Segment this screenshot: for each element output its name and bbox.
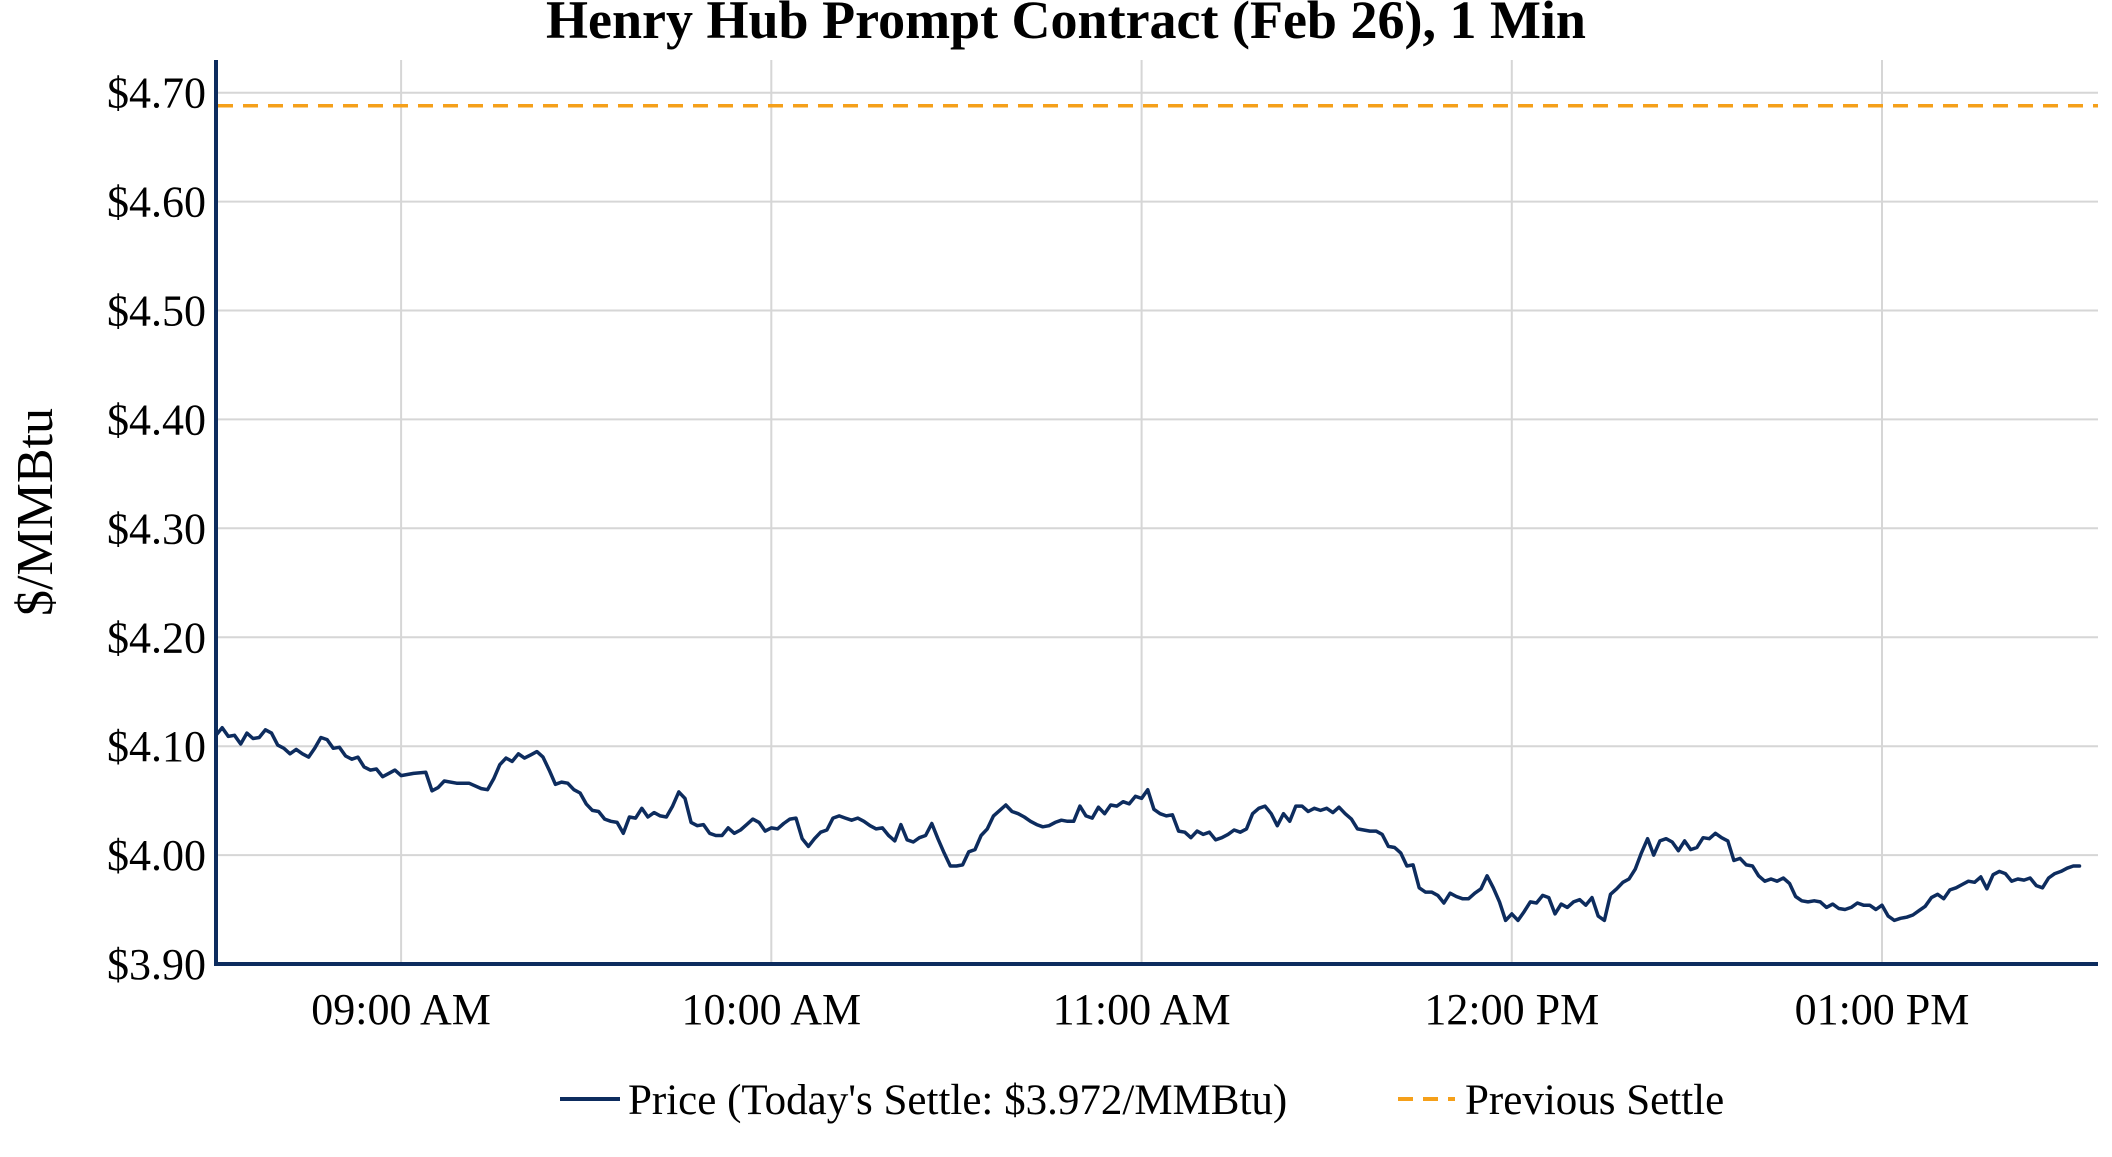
gridlines xyxy=(216,60,2098,964)
y-tick-label: $4.60 xyxy=(107,178,206,227)
y-tick-label: $4.00 xyxy=(107,831,206,880)
y-axis-tick-labels: $3.90 $4.00 $4.10 $4.20 $4.30 $4.40 $4.50 $4.60… xyxy=(107,69,206,989)
y-tick-label: $4.40 xyxy=(107,395,206,444)
x-axis-tick-labels: 09:00 AM 10:00 AM 11:00 AM 12:00 PM 01:00 PM xyxy=(311,985,1969,1034)
y-tick-label: $4.20 xyxy=(107,613,206,662)
legend-previous-settle-label: Previous Settle xyxy=(1465,1077,1724,1124)
price-series-line xyxy=(214,725,2082,923)
legend: Price (Today's Settle: $3.972/MMBtu) Pre… xyxy=(560,1077,1724,1124)
y-tick-label: $4.50 xyxy=(107,287,206,336)
x-tick-label: 11:00 AM xyxy=(1053,985,1231,1034)
x-tick-label: 09:00 AM xyxy=(311,985,491,1034)
legend-price-label: Price (Today's Settle: $3.972/MMBtu) xyxy=(628,1077,1287,1124)
chart-title: Henry Hub Prompt Contract (Feb 26), 1 Mi… xyxy=(546,0,1586,50)
y-tick-label: $4.30 xyxy=(107,504,206,553)
x-tick-label: 12:00 PM xyxy=(1424,985,1599,1034)
plot-series xyxy=(214,103,2098,923)
x-tick-label: 01:00 PM xyxy=(1795,985,1970,1034)
y-tick-label: $3.90 xyxy=(107,940,206,989)
y-tick-label: $4.70 xyxy=(107,69,206,118)
y-tick-label: $4.10 xyxy=(107,722,206,771)
y-axis-title: $/MMBtu xyxy=(7,408,64,616)
x-tick-label: 10:00 AM xyxy=(681,985,861,1034)
